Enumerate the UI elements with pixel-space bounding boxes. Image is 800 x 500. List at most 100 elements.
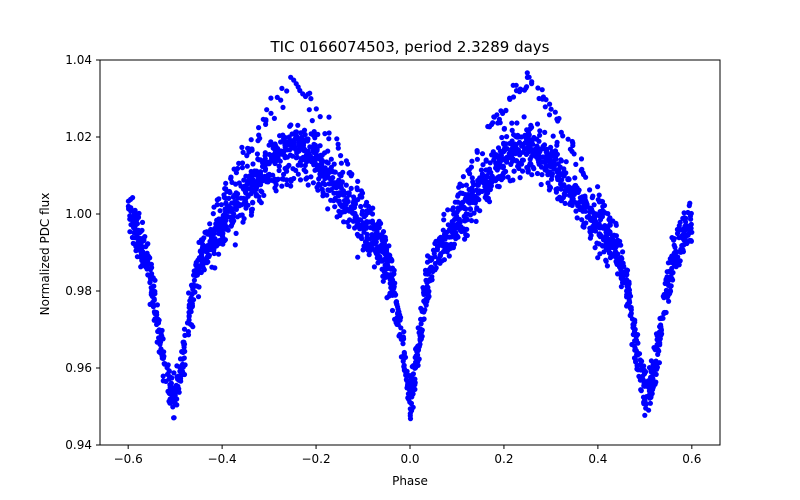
data-point <box>156 327 162 333</box>
data-point <box>266 142 272 148</box>
data-point <box>341 219 347 225</box>
data-point <box>495 145 502 151</box>
data-point <box>315 166 321 172</box>
data-point <box>394 301 400 308</box>
data-point <box>161 361 167 367</box>
data-point <box>613 222 619 228</box>
data-point <box>522 132 528 138</box>
data-point <box>207 221 213 227</box>
data-point <box>503 107 509 113</box>
data-point <box>467 206 473 212</box>
data-point <box>408 401 414 407</box>
data-point <box>417 337 423 343</box>
data-point <box>525 168 531 174</box>
data-point <box>346 190 352 196</box>
data-point <box>210 244 217 250</box>
data-point <box>361 243 367 249</box>
data-point <box>683 238 689 244</box>
data-point <box>288 142 294 148</box>
data-point <box>527 160 533 167</box>
data-point <box>279 183 285 189</box>
data-point <box>422 307 428 313</box>
data-point <box>463 231 469 238</box>
data-point <box>531 166 537 172</box>
data-point <box>144 250 150 256</box>
data-point <box>597 251 603 257</box>
data-point <box>223 226 229 232</box>
data-point <box>624 272 630 278</box>
data-point <box>131 230 137 236</box>
data-point <box>551 166 557 172</box>
data-point <box>427 277 433 284</box>
data-point <box>349 171 355 177</box>
data-point <box>233 199 239 205</box>
data-point <box>352 212 358 218</box>
data-point <box>384 295 390 301</box>
data-point <box>315 131 321 137</box>
data-point <box>547 158 553 165</box>
data-point <box>287 147 293 153</box>
data-point <box>276 163 282 169</box>
data-point <box>515 163 521 169</box>
data-point <box>240 149 246 155</box>
data-point <box>641 363 647 369</box>
data-point <box>544 151 550 157</box>
data-point <box>207 247 213 253</box>
data-point <box>458 205 464 211</box>
data-point <box>545 180 551 186</box>
data-point <box>335 145 341 151</box>
data-point <box>591 221 597 227</box>
data-point <box>541 142 548 148</box>
data-point <box>413 345 419 351</box>
data-point <box>366 209 372 215</box>
data-point <box>271 115 277 121</box>
data-point <box>601 249 607 255</box>
data-point <box>596 241 602 247</box>
data-point <box>217 239 223 245</box>
data-point <box>181 326 188 332</box>
data-point <box>485 123 491 130</box>
data-point <box>279 85 285 91</box>
data-point <box>257 182 264 188</box>
data-point <box>343 182 349 188</box>
data-point <box>133 217 139 223</box>
data-point <box>537 132 543 138</box>
data-point <box>336 177 342 183</box>
data-point <box>191 277 197 283</box>
data-point <box>474 195 481 201</box>
data-point <box>587 187 593 193</box>
data-point <box>351 194 357 200</box>
data-point <box>436 258 442 264</box>
data-point <box>336 208 342 214</box>
data-point <box>457 190 464 196</box>
data-point <box>328 197 334 203</box>
data-point <box>401 336 407 342</box>
data-point <box>548 176 555 182</box>
data-point <box>262 173 268 179</box>
data-point <box>410 385 417 391</box>
data-point <box>303 176 309 182</box>
data-point <box>199 237 206 243</box>
data-point <box>156 349 162 355</box>
data-point <box>380 229 387 235</box>
data-point <box>579 166 585 172</box>
data-point <box>461 226 467 232</box>
data-point <box>497 153 504 159</box>
data-point <box>127 213 133 219</box>
data-point <box>135 235 141 241</box>
data-point <box>562 192 568 198</box>
data-point <box>479 171 485 177</box>
data-point <box>289 131 295 137</box>
data-point <box>331 161 337 167</box>
data-point <box>316 181 322 187</box>
y-tick-label: 0.96 <box>65 361 92 375</box>
data-point <box>134 254 140 260</box>
data-point <box>507 178 513 184</box>
data-point <box>301 127 308 133</box>
data-point <box>423 302 429 308</box>
data-point <box>587 225 593 231</box>
data-point <box>187 321 193 327</box>
data-point <box>305 182 311 188</box>
data-point <box>163 378 169 384</box>
data-point <box>544 168 550 174</box>
